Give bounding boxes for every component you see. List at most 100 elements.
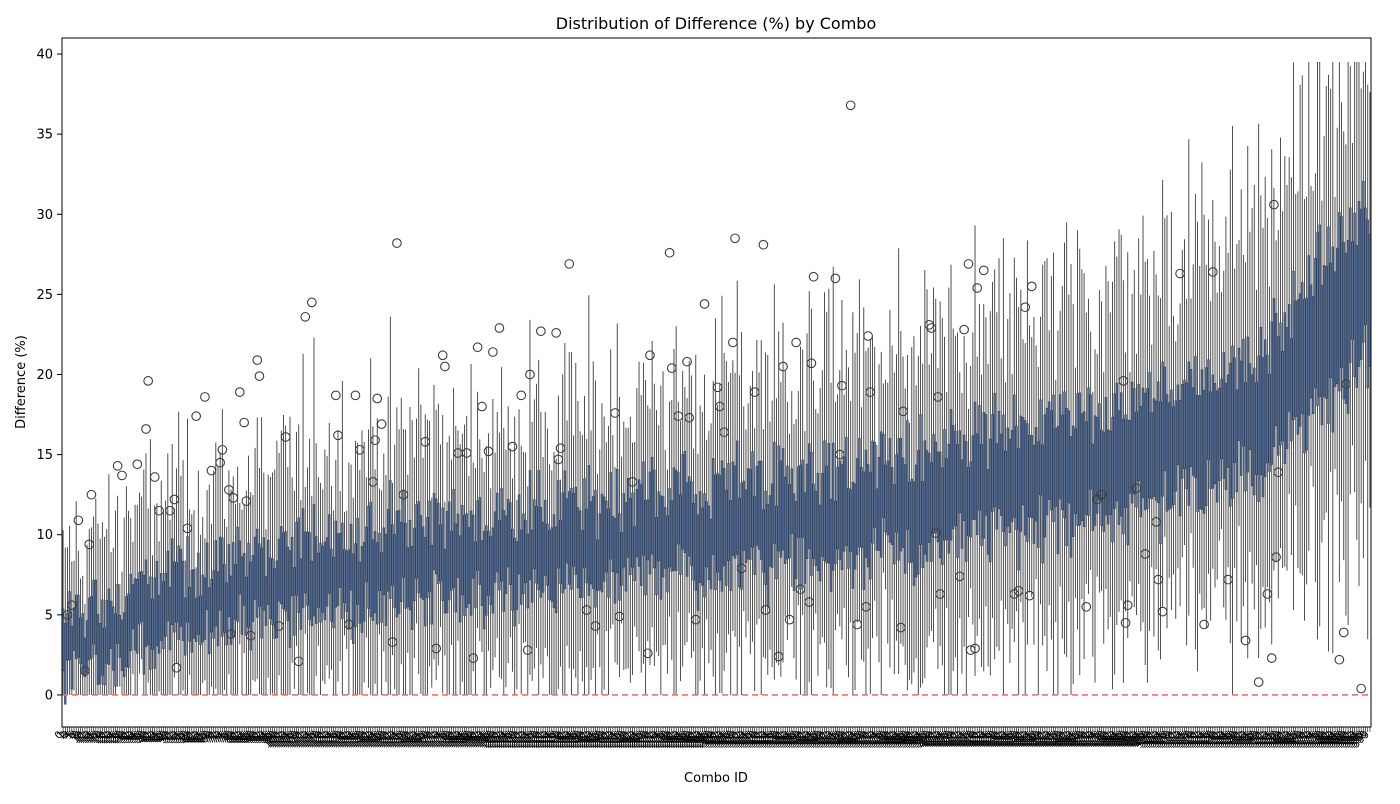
box	[1333, 271, 1337, 387]
box	[513, 537, 516, 627]
outlier-point	[306, 297, 317, 308]
y-tick-label: 15	[36, 448, 53, 463]
box	[661, 496, 665, 578]
box	[229, 575, 233, 645]
box	[956, 444, 959, 558]
outlier-point	[224, 485, 234, 495]
box	[871, 440, 874, 544]
box	[520, 529, 523, 605]
box	[921, 481, 924, 569]
box	[454, 523, 457, 613]
box	[1024, 420, 1027, 536]
box	[240, 556, 244, 635]
outlier-point	[896, 622, 906, 633]
box	[236, 526, 239, 622]
box	[816, 472, 820, 572]
box	[232, 542, 235, 638]
box	[742, 480, 745, 551]
box	[1117, 410, 1121, 525]
box	[548, 530, 551, 600]
box	[319, 542, 322, 623]
box	[692, 503, 695, 581]
outlier-point	[972, 283, 983, 293]
box	[184, 597, 187, 656]
box	[380, 551, 383, 623]
box	[731, 461, 735, 556]
outlier-point	[241, 496, 252, 506]
outlier-point	[141, 424, 151, 434]
box	[234, 564, 237, 620]
box	[1355, 245, 1358, 388]
box	[616, 468, 619, 574]
outlier-point	[926, 323, 937, 333]
box	[984, 414, 988, 516]
box	[157, 594, 161, 654]
box	[561, 492, 564, 594]
outlier-point	[344, 619, 354, 630]
box	[107, 588, 111, 665]
box	[94, 579, 97, 655]
box	[592, 496, 595, 589]
box	[295, 522, 298, 596]
box	[1298, 293, 1302, 427]
box	[506, 498, 510, 568]
box	[683, 451, 687, 554]
box	[1137, 384, 1140, 482]
box	[101, 599, 104, 676]
box	[109, 600, 113, 649]
box	[624, 502, 628, 592]
box	[461, 504, 464, 596]
outlier-point	[1026, 281, 1037, 292]
box	[1255, 382, 1258, 475]
outlier-point	[1020, 302, 1031, 313]
outlier-point	[773, 651, 784, 662]
box	[1242, 338, 1245, 447]
box	[681, 454, 684, 550]
outlier-point	[182, 523, 193, 534]
box	[794, 501, 798, 580]
box	[360, 546, 364, 633]
outlier-point	[642, 648, 653, 659]
box	[1133, 388, 1136, 495]
box	[155, 560, 159, 647]
box	[1303, 299, 1306, 454]
box	[197, 552, 200, 635]
box	[986, 469, 990, 555]
box	[142, 574, 145, 675]
box	[1004, 450, 1007, 547]
box	[421, 526, 425, 600]
outlier-point	[930, 528, 941, 538]
box	[325, 537, 329, 607]
box	[1006, 427, 1009, 527]
box	[314, 536, 318, 624]
box	[1290, 338, 1293, 442]
box	[1141, 387, 1145, 499]
box	[829, 498, 833, 592]
box	[138, 571, 141, 625]
outlier-point	[1338, 627, 1349, 638]
box	[947, 443, 951, 554]
box	[1109, 430, 1112, 516]
outlier-point	[117, 470, 127, 481]
box	[539, 506, 543, 598]
outlier-point	[837, 380, 847, 391]
box	[88, 597, 91, 661]
outlier-point	[191, 411, 202, 421]
box	[722, 467, 726, 567]
box	[214, 540, 217, 627]
box	[389, 479, 392, 599]
box	[797, 466, 800, 538]
box	[967, 467, 970, 537]
box	[1000, 433, 1003, 516]
box	[670, 500, 673, 572]
box	[1181, 384, 1184, 479]
box	[751, 451, 754, 548]
box	[1264, 339, 1267, 478]
box	[144, 559, 148, 648]
outlier-point	[1273, 467, 1284, 478]
box	[432, 493, 436, 571]
plot-area	[61, 37, 1372, 728]
outlier-point	[749, 387, 760, 397]
outlier-point	[507, 441, 518, 452]
box	[166, 550, 169, 622]
